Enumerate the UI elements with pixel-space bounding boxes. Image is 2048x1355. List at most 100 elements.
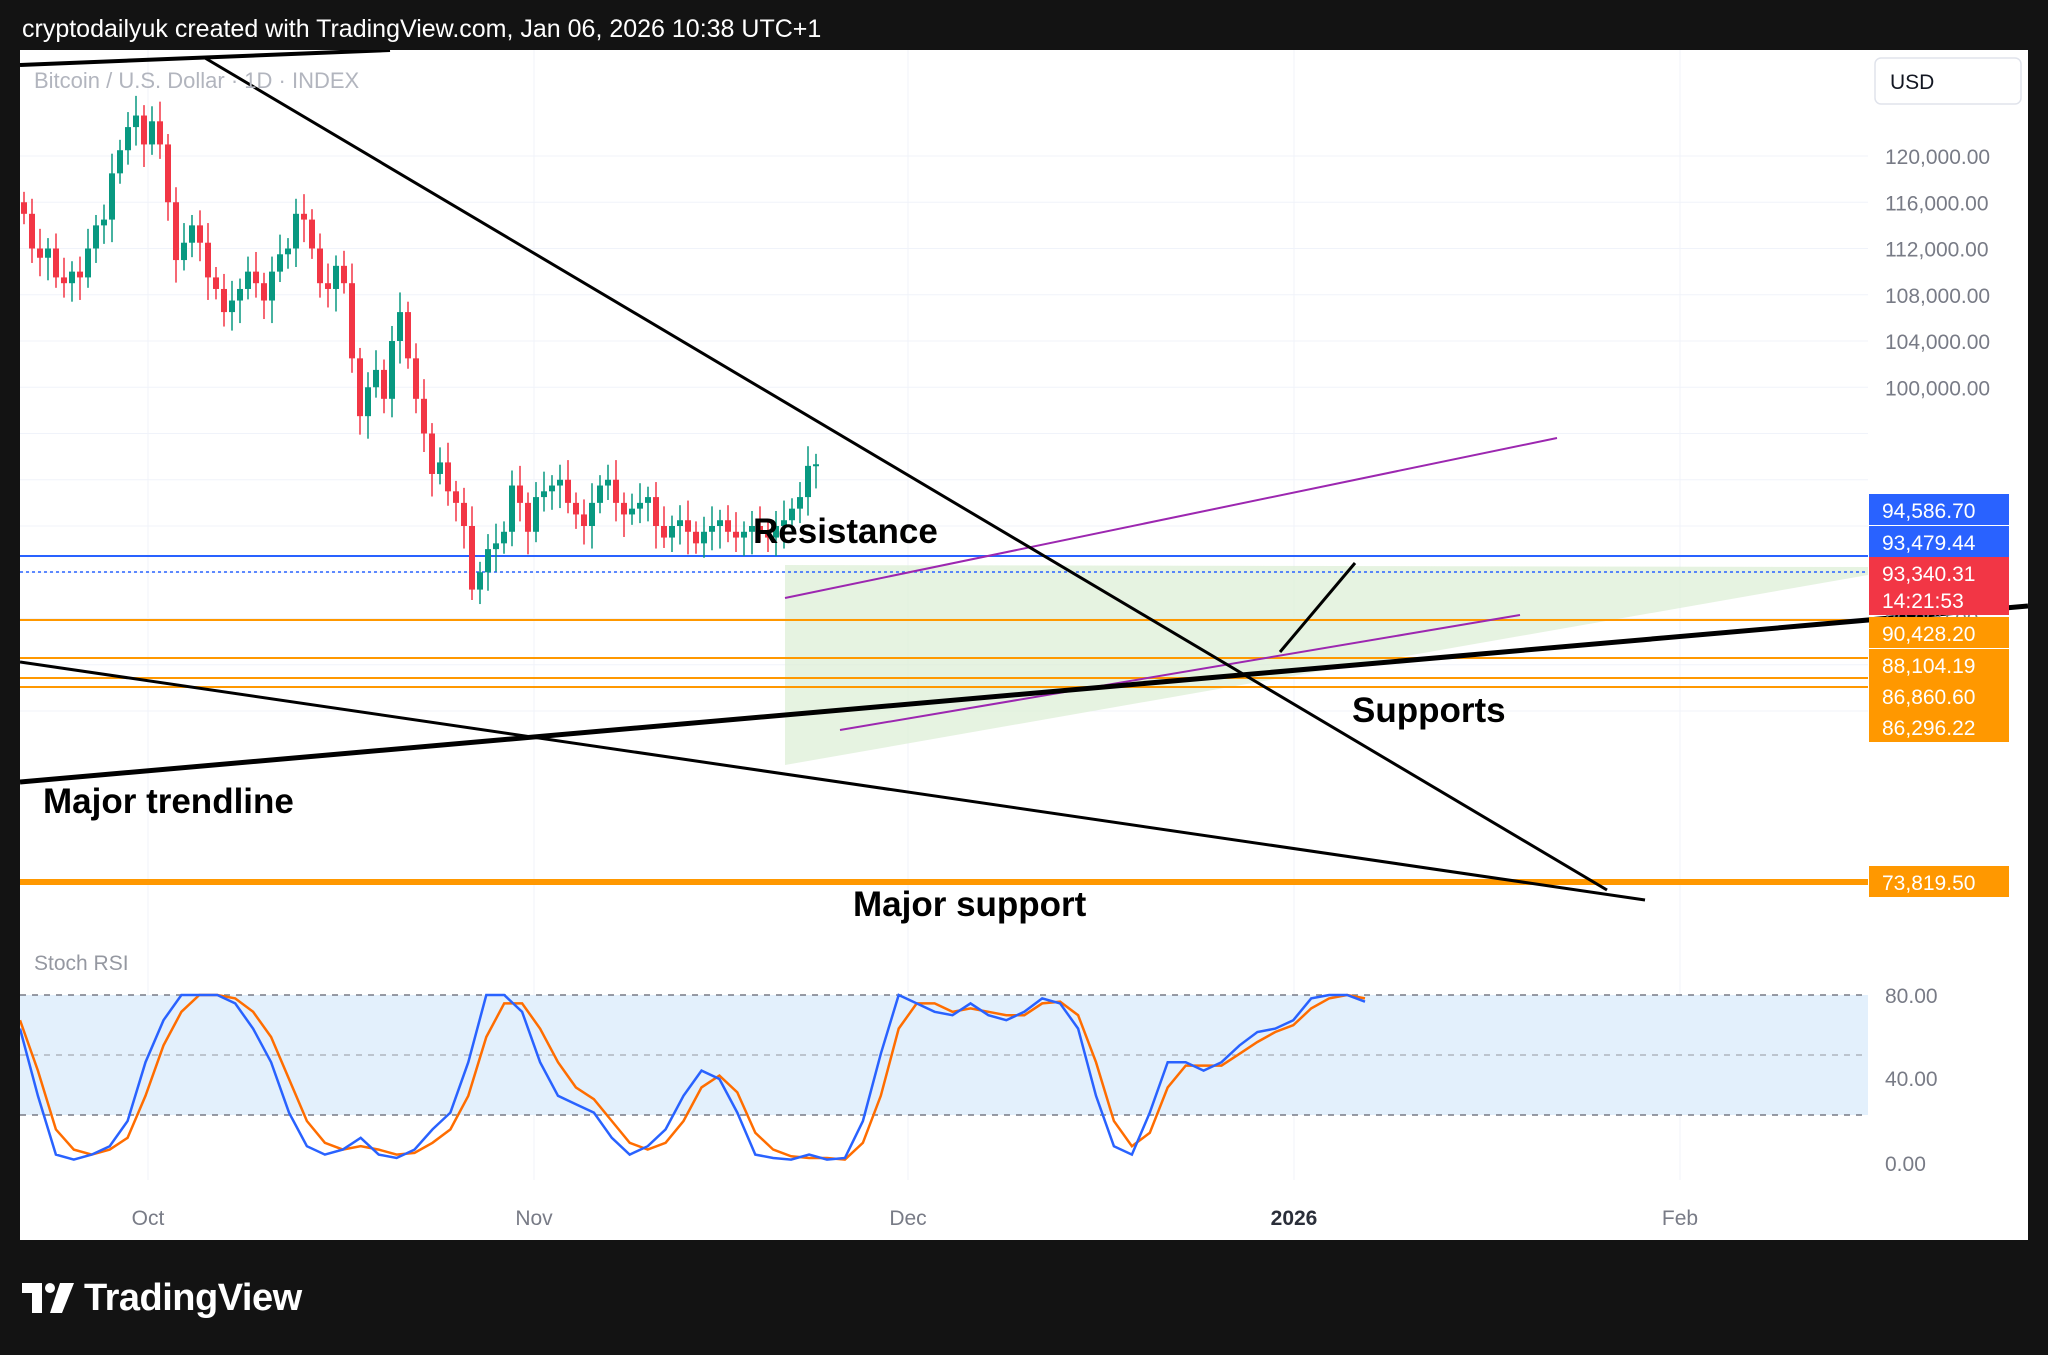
time-axis-label: Oct (132, 1207, 165, 1230)
candle-body (613, 479, 619, 503)
candle-body (53, 248, 59, 278)
candle-body (133, 115, 139, 128)
svg-text:93,340.31: 93,340.31 (1882, 563, 1975, 586)
candle-body (509, 485, 515, 532)
candle-body (637, 502, 643, 509)
candle-body (629, 508, 635, 515)
candle-body (325, 283, 331, 289)
candle-body (205, 242, 211, 278)
candles (21, 95, 819, 605)
candle-body (101, 219, 107, 226)
price-tag: 94,586.70 (1869, 494, 2009, 525)
stoch-rsi-label: Stoch RSI (34, 952, 129, 975)
candle-body (109, 173, 115, 220)
candle-body (221, 288, 227, 313)
candle-body (125, 127, 131, 151)
svg-text:93,479.44: 93,479.44 (1882, 532, 1976, 555)
stoch-k-line (18, 993, 1366, 1161)
candle-body (141, 115, 147, 145)
candle-body (525, 502, 531, 532)
candle-body (333, 265, 339, 289)
price-tag: 86,860.60 (1869, 680, 2009, 711)
svg-text:88,104.19: 88,104.19 (1882, 655, 1975, 678)
svg-text:90,428.20: 90,428.20 (1882, 623, 1975, 646)
candle-body (597, 485, 603, 503)
candle-body (421, 398, 427, 434)
candle-body (621, 502, 627, 515)
candle-body (45, 248, 51, 258)
candle-body (573, 502, 579, 515)
candle-body (381, 369, 387, 399)
candle-body (37, 248, 43, 258)
price-chart[interactable]: Bitcoin / U.S. Dollar · 1D · INDEX Stoch… (18, 48, 2029, 1240)
candle-body (669, 526, 675, 538)
stoch-d-line (18, 993, 1366, 1161)
major-trendline (19, 603, 2029, 785)
candle-body (797, 497, 803, 509)
candle-body (173, 202, 179, 261)
candle-body (165, 144, 171, 203)
price-axis-label: 112,000.00 (1885, 239, 1989, 262)
candle-body (605, 479, 611, 486)
time-axis-label: Dec (889, 1207, 926, 1230)
chart-frame[interactable]: Bitcoin / U.S. Dollar · 1D · INDEX Stoch… (18, 48, 2029, 1240)
stoch-axis-label: 40.00 (1885, 1068, 1938, 1091)
price-tag: 86,296.22 (1869, 711, 2009, 742)
candle-body (685, 520, 691, 532)
price-tag: 93,479.44 (1869, 526, 2009, 557)
svg-text:86,296.22: 86,296.22 (1882, 717, 1975, 740)
candle-body (197, 225, 203, 243)
currency-button[interactable] (1874, 57, 2022, 105)
price-tag: 88,104.19 (1869, 649, 2009, 680)
candle-body (485, 549, 491, 573)
candle-body (805, 465, 811, 498)
candle-body (285, 248, 291, 255)
svg-text:86,860.60: 86,860.60 (1882, 686, 1975, 709)
svg-text:14:21:53: 14:21:53 (1882, 590, 1964, 613)
svg-text:73,819.50: 73,819.50 (1882, 872, 1975, 895)
price-tag: 90,428.20 (1869, 617, 2009, 648)
candle-body (189, 225, 195, 243)
candle-body (269, 271, 275, 301)
candle-body (149, 121, 155, 145)
annotation-major-support: Major support (853, 885, 1087, 924)
symbol-line: Bitcoin / U.S. Dollar · 1D · INDEX (34, 68, 360, 93)
candle-body (677, 520, 683, 526)
candle-body (21, 202, 27, 214)
candle-body (589, 502, 595, 526)
tradingview-logo-icon (22, 1283, 74, 1313)
time-axis: Oct Nov Dec 2026 Feb (20, 1199, 2028, 1230)
candle-body (709, 526, 715, 532)
candle-body (541, 491, 547, 498)
candle-body (741, 531, 747, 538)
price-tag: 93,340.31 (1869, 557, 2009, 588)
candle-body (533, 497, 539, 532)
candle-body (29, 213, 35, 249)
candle-body (565, 479, 571, 503)
candle-body (493, 543, 499, 550)
candle-body (765, 531, 771, 538)
candle-body (365, 387, 371, 417)
candle-body (293, 213, 299, 249)
candle-body (213, 277, 219, 289)
candle-body (461, 502, 467, 526)
candle-body (341, 265, 347, 284)
candle-body (557, 479, 563, 486)
tradingview-logo[interactable]: TradingView (22, 1275, 302, 1321)
candle-body (653, 497, 659, 526)
candle-body (749, 526, 755, 532)
candle-body (701, 531, 707, 544)
candle-body (429, 433, 435, 474)
candle-body (453, 491, 459, 503)
candle-body (757, 526, 763, 532)
candle-body (93, 225, 99, 249)
candle-body (469, 526, 475, 590)
candle-body (445, 462, 451, 492)
zones (19, 48, 2029, 902)
price-axis[interactable]: USD 120,000.00 116,000.00 112,000.00 108,00… (1869, 57, 2022, 1176)
price-tag: 73,819.50 (1869, 866, 2009, 897)
candle-body (717, 520, 723, 526)
candle-body (69, 271, 75, 284)
candle-body (61, 277, 67, 284)
candle-body (261, 283, 267, 301)
